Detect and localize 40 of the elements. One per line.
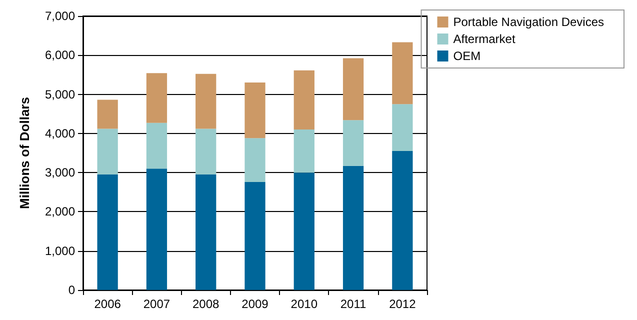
x-tick-label: 2011 (340, 297, 367, 311)
bar (392, 42, 413, 104)
bar (146, 122, 168, 169)
bar (392, 104, 413, 152)
bar (196, 74, 216, 129)
y-tick-label: 7,000 (44, 9, 76, 23)
legend-label: Aftermarket (453, 32, 516, 46)
x-tick-label: 2008 (192, 297, 220, 311)
bar (244, 82, 266, 138)
bar (244, 138, 266, 182)
bar (196, 128, 216, 175)
x-tick-label: 2006 (94, 297, 122, 311)
y-tick-label: 4,000 (44, 126, 76, 140)
bar (342, 166, 364, 290)
bar (294, 70, 314, 130)
y-tick-label: 0 (68, 283, 76, 297)
bar (294, 172, 314, 290)
x-tick-label: 2007 (143, 297, 170, 311)
bar (294, 130, 314, 173)
bar (146, 73, 168, 123)
y-tick-label: 3,000 (44, 166, 76, 180)
bar (392, 151, 413, 290)
bar (146, 168, 168, 290)
y-tick-label: 1,000 (44, 244, 76, 258)
x-tick-label: 2012 (389, 297, 416, 311)
bar (97, 100, 118, 129)
legend-label: OEM (453, 49, 481, 63)
x-tick-label: 2010 (290, 297, 318, 311)
bar (342, 120, 364, 166)
bar (244, 182, 266, 290)
y-tick-label: 2,000 (44, 204, 76, 219)
y-axis-title: Millions of Dollars (17, 97, 32, 209)
bar (342, 58, 364, 120)
y-tick-label: 6,000 (44, 48, 76, 62)
legend-label: Portable Navigation Devices (453, 15, 604, 29)
bar (97, 128, 118, 175)
bar (97, 174, 118, 290)
x-tick-label: 2009 (242, 297, 269, 311)
y-tick-label: 5,000 (44, 87, 76, 102)
bar (196, 174, 216, 290)
